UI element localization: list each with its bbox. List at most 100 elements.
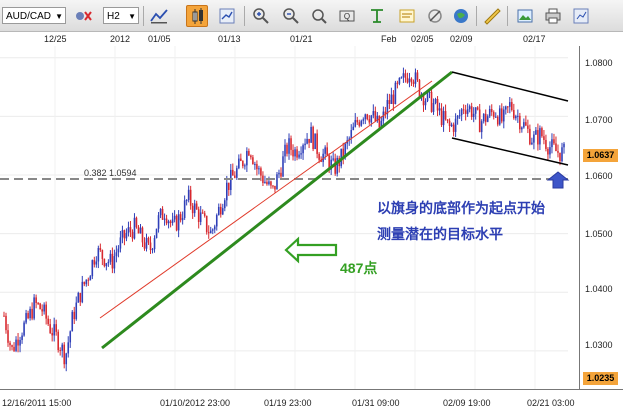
candle-body	[221, 208, 224, 215]
candle-body	[240, 158, 242, 162]
candle-body	[179, 214, 182, 221]
candle-body	[163, 218, 166, 220]
candle-body	[211, 229, 214, 231]
chart-plot-area[interactable]: 0.382 1.0594 487点 以旗身的底部作为起点开始 测量潜在的目标水平	[0, 46, 580, 389]
candle-body	[27, 313, 29, 319]
candle-body	[480, 121, 483, 133]
candle-body	[342, 148, 345, 158]
candle-body	[111, 253, 114, 269]
candle-body	[358, 122, 361, 126]
price-axis[interactable]: 1.0800 1.0700 1.0600 1.0500 1.0400 1.030…	[580, 46, 623, 389]
top-date-label: 12/25	[44, 34, 67, 44]
candle-body	[476, 107, 479, 110]
candle-body	[15, 339, 17, 351]
price-tick: 1.0300	[585, 340, 613, 350]
candle-body	[416, 72, 419, 80]
candle-body	[557, 151, 559, 153]
top-date-label: 2012	[110, 34, 131, 44]
candle-body	[181, 217, 184, 221]
symbol-select[interactable]: AUD/CAD ▼	[2, 7, 66, 24]
candle-body	[278, 172, 280, 175]
ruler-icon[interactable]	[481, 5, 503, 27]
candle-body	[137, 227, 140, 234]
pair-settings-icon[interactable]	[72, 5, 94, 27]
candle-body	[77, 292, 80, 303]
globe-icon[interactable]	[450, 5, 472, 27]
candle-body	[107, 261, 110, 264]
candle-body	[521, 127, 523, 130]
candle-body	[45, 304, 47, 319]
candle-body	[83, 281, 86, 285]
candle-body	[545, 139, 547, 149]
candle-body	[324, 147, 326, 154]
candle-body	[103, 258, 106, 267]
time-axis[interactable]: 12/16/2011 15:00 01/10/2012 23:00 01/19 …	[0, 389, 623, 411]
candle-body	[175, 215, 178, 231]
candle-body	[334, 158, 336, 174]
zoom-in-icon[interactable]	[250, 5, 272, 27]
candle-body	[390, 94, 393, 104]
candle-body	[472, 113, 475, 118]
low-price-badge: 1.0235	[583, 372, 618, 385]
candle-body	[9, 342, 11, 346]
candle-body	[244, 165, 246, 167]
candle-body	[306, 138, 308, 144]
candle-body	[539, 128, 541, 145]
chevron-down-icon: ▼	[128, 12, 136, 21]
zoom-fit-icon[interactable]: Q	[336, 5, 358, 27]
image-export-icon[interactable]	[514, 5, 536, 27]
crosshair-icon[interactable]	[366, 5, 388, 27]
candle-body	[362, 119, 365, 121]
note-icon[interactable]	[396, 5, 418, 27]
candle-body	[93, 260, 96, 265]
help-icon[interactable]	[570, 5, 592, 27]
candle-body	[502, 109, 505, 122]
timeframe-select[interactable]: H2 ▼	[103, 7, 139, 24]
candle-body	[262, 175, 264, 183]
zoom-area-icon[interactable]	[308, 5, 330, 27]
candle-body	[438, 108, 441, 111]
candle-body	[79, 292, 82, 303]
candle-body	[35, 297, 37, 303]
candle-body	[468, 106, 471, 110]
candle-body	[448, 120, 451, 126]
candle-body	[517, 115, 519, 117]
candle-body	[191, 205, 194, 214]
candle-body	[19, 339, 21, 346]
candle-body	[65, 353, 68, 365]
candlestick-icon[interactable]	[186, 5, 208, 27]
candle-body	[145, 237, 148, 249]
candle-body	[41, 309, 43, 312]
candle-body	[209, 230, 212, 234]
candle-body	[378, 115, 381, 128]
candle-body	[302, 145, 304, 154]
upper-channel-line[interactable]	[99, 80, 433, 319]
top-date-label: 01/05	[148, 34, 171, 44]
candle-body	[296, 149, 298, 158]
price-tick: 1.0600	[585, 171, 613, 181]
candle-body	[370, 115, 373, 123]
candle-body	[551, 139, 553, 148]
candle-body	[304, 143, 306, 146]
draw-tool-icon[interactable]	[424, 5, 446, 27]
bar-chart-type-icon[interactable]	[148, 5, 170, 27]
candle-body	[292, 149, 294, 157]
flag-upper-line[interactable]	[451, 71, 569, 102]
candle-body	[183, 200, 186, 218]
candle-body	[238, 158, 240, 169]
candle-body	[344, 143, 347, 158]
zoom-out-icon[interactable]	[280, 5, 302, 27]
candle-body	[366, 114, 369, 120]
flag-lower-line[interactable]	[451, 137, 569, 166]
indicator-icon[interactable]	[216, 5, 238, 27]
candle-body	[215, 214, 218, 227]
candle-body	[228, 182, 230, 190]
print-icon[interactable]	[542, 5, 564, 27]
candle-body	[348, 138, 351, 141]
candle-body	[310, 126, 312, 143]
annotation-line-1: 以旗身的底部作为起点开始	[377, 200, 545, 216]
candle-body	[541, 128, 543, 137]
candle-body	[268, 181, 270, 185]
flagpole-trendline[interactable]	[101, 70, 453, 350]
candle-body	[555, 143, 557, 152]
